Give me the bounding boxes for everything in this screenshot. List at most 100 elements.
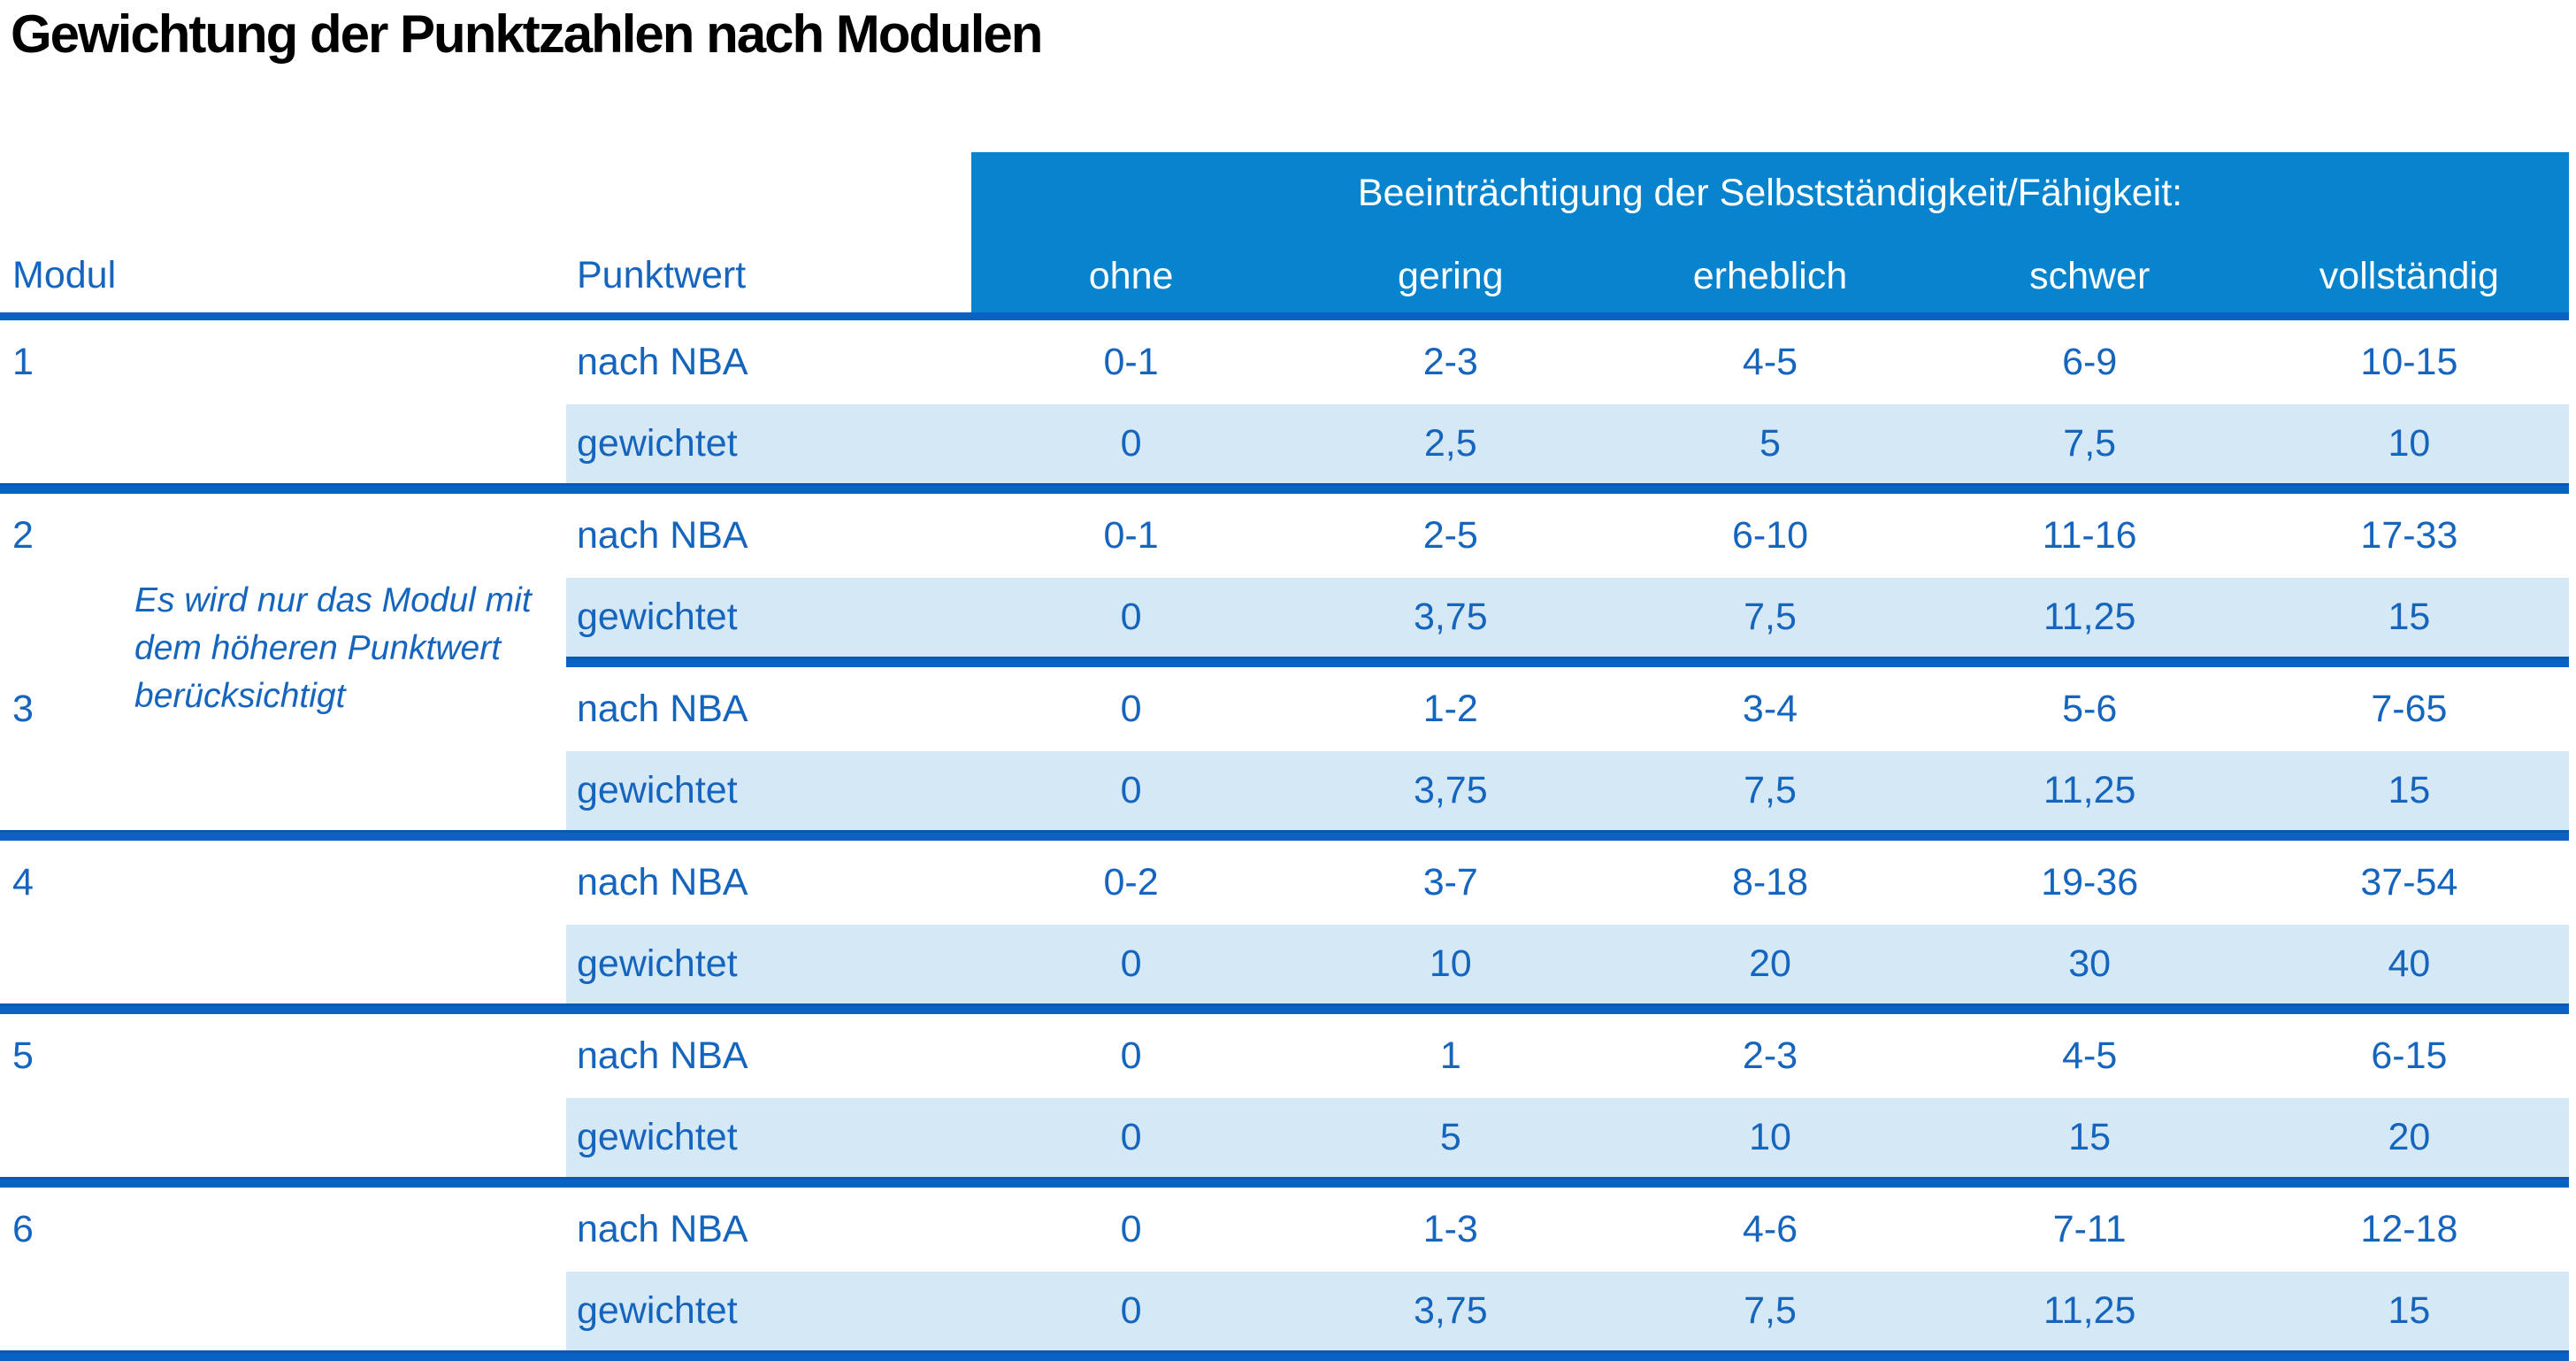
row-label-nba: nach NBA — [577, 341, 748, 383]
value-cell-nba: 5-6 — [2062, 688, 2118, 730]
row-label-weighted: gewichtet — [566, 925, 971, 1003]
value-cell-nba: 6-10 — [1731, 514, 1809, 557]
value-cell-weighted: 10 — [1610, 1098, 1930, 1177]
value-cell-weighted: 7,5 — [1610, 1272, 1930, 1350]
row-label-weighted: gewichtet — [566, 404, 971, 483]
value-cell-nba: 3-7 — [1422, 861, 1478, 903]
module-number: 2 — [12, 514, 34, 557]
modul-column-header: Modul — [12, 254, 117, 296]
value-cell-nba: 1 — [1439, 1034, 1461, 1077]
value-cell-nba: 17-33 — [2360, 514, 2458, 557]
value-cell-nba: 7-65 — [2371, 688, 2448, 730]
row-label-nba: nach NBA — [577, 1208, 748, 1250]
value-cell-weighted: 11,25 — [1929, 751, 2250, 830]
module-number: 1 — [12, 341, 34, 383]
value-cell-weighted: 15 — [2249, 578, 2569, 657]
row-label-nba: nach NBA — [577, 514, 748, 557]
module-weighted-row: gewichtet 0 2,5 5 7,5 10 — [0, 404, 2569, 483]
value-cell-weighted: 10 — [1291, 925, 1611, 1003]
severity-label-schwer: schwer — [2029, 255, 2150, 297]
value-cell-weighted: 0 — [971, 1098, 1292, 1177]
module-separator — [0, 483, 2569, 494]
header-rule — [0, 312, 2569, 320]
module-number-spacer — [0, 1098, 566, 1177]
row-label-weighted: gewichtet — [566, 578, 971, 657]
module-nba-row: 6 nach NBA 0 1-3 4-6 7-11 12-18 — [0, 1188, 2569, 1272]
module-number: 3 — [12, 688, 34, 730]
severity-label-erheblich: erheblich — [1692, 255, 1848, 297]
module-nba-row: 5 nach NBA 0 1 2-3 4-5 6-15 — [0, 1014, 2569, 1098]
impairment-header: Beeinträchtigung der Selbstständigkeit/F… — [1357, 172, 2183, 214]
value-cell-nba: 8-18 — [1731, 861, 1809, 903]
impairment-header-box: Beeinträchtigung der Selbstständigkeit/F… — [971, 152, 2569, 312]
value-cell-weighted: 3,75 — [1291, 1272, 1611, 1350]
value-cell-nba: 4-6 — [1742, 1208, 1798, 1250]
value-cell-weighted: 5 — [1610, 404, 1930, 483]
value-cell-weighted: 10 — [2249, 404, 2569, 483]
note-text: Es wird nur das Modul mit dem höheren Pu… — [134, 581, 532, 715]
value-cell-weighted: 0 — [971, 578, 1292, 657]
value-cell-weighted: 0 — [971, 1272, 1292, 1350]
value-cell-nba: 0-1 — [1103, 514, 1159, 557]
value-cell-nba: 6-9 — [2062, 341, 2118, 383]
module-rows: 1 nach NBA 0-1 2-3 4-5 6-9 10-15 gewichtet 0… — [0, 320, 2569, 1361]
severity-label-vollstaendig: vollständig — [2319, 255, 2499, 297]
value-cell-weighted: 0 — [971, 925, 1292, 1003]
value-cell-weighted: 11,25 — [1929, 578, 2250, 657]
module-weighted-row: gewichtet 0 3,75 7,5 11,25 15 — [0, 578, 2569, 657]
value-cell-weighted: 3,75 — [1291, 751, 1611, 830]
value-cell-nba: 4-5 — [2062, 1034, 2118, 1077]
value-cell-nba: 2-5 — [1422, 514, 1478, 557]
value-cell-nba: 3-4 — [1742, 688, 1798, 730]
row-label-weighted: gewichtet — [566, 751, 971, 830]
value-cell-nba: 4-5 — [1742, 341, 1798, 383]
value-cell-weighted: 2,5 — [1291, 404, 1611, 483]
value-cell-nba: 19-36 — [2041, 861, 2139, 903]
value-cell-nba: 0-2 — [1103, 861, 1159, 903]
value-cell-nba: 0-1 — [1103, 341, 1159, 383]
module-separator — [0, 1177, 2569, 1188]
row-label-nba: nach NBA — [577, 861, 748, 903]
value-cell-nba: 1-2 — [1422, 688, 1478, 730]
value-cell-weighted: 40 — [2249, 925, 2569, 1003]
module-weighted-row: gewichtet 0 5 10 15 20 — [0, 1098, 2569, 1177]
severity-label-ohne: ohne — [1088, 255, 1174, 297]
module-number-spacer — [0, 1272, 566, 1350]
value-cell-weighted: 20 — [2249, 1098, 2569, 1177]
severity-label-gering: gering — [1398, 255, 1504, 297]
module-number-spacer — [0, 751, 566, 830]
value-cell-weighted: 11,25 — [1929, 1272, 2250, 1350]
row-label-nba: nach NBA — [577, 688, 748, 730]
module-separator — [0, 830, 2569, 841]
value-cell-weighted: 15 — [1929, 1098, 2250, 1177]
value-cell-weighted: 5 — [1291, 1098, 1611, 1177]
module-nba-row: 3 nach NBA 0 1-2 3-4 5-6 7-65 — [0, 667, 2569, 751]
value-cell-weighted: 15 — [2249, 1272, 2569, 1350]
value-cell-nba: 0 — [1120, 1034, 1142, 1077]
module-separator — [0, 1350, 2569, 1361]
module-weighted-row: gewichtet 0 3,75 7,5 11,25 15 — [0, 1272, 2569, 1350]
module-weighted-row: gewichtet 0 3,75 7,5 11,25 15 — [0, 751, 2569, 830]
value-cell-nba: 12-18 — [2360, 1208, 2458, 1250]
value-cell-nba: 11-16 — [2042, 514, 2137, 557]
value-cell-nba: 10-15 — [2360, 341, 2458, 383]
module-number-spacer — [0, 404, 566, 483]
module-nba-row: 4 nach NBA 0-2 3-7 8-18 19-36 37-54 — [0, 841, 2569, 925]
value-cell-nba: 0 — [1120, 1208, 1142, 1250]
value-cell-weighted: 30 — [1929, 925, 2250, 1003]
value-cell-weighted: 7,5 — [1610, 578, 1930, 657]
value-cell-nba: 2-3 — [1742, 1034, 1798, 1077]
value-cell-weighted: 7,5 — [1929, 404, 2250, 483]
value-cell-nba: 1-3 — [1422, 1208, 1478, 1250]
row-label-weighted: gewichtet — [566, 1098, 971, 1177]
value-cell-weighted: 3,75 — [1291, 578, 1611, 657]
value-cell-weighted: 7,5 — [1610, 751, 1930, 830]
value-cell-nba: 6-15 — [2371, 1034, 2448, 1077]
punktwert-column-header: Punktwert — [577, 254, 747, 296]
module-number: 4 — [12, 861, 34, 903]
module-separator — [566, 657, 2569, 667]
value-cell-nba: 0 — [1120, 688, 1142, 730]
value-cell-weighted: 0 — [971, 404, 1292, 483]
row-label-weighted: gewichtet — [566, 1272, 971, 1350]
